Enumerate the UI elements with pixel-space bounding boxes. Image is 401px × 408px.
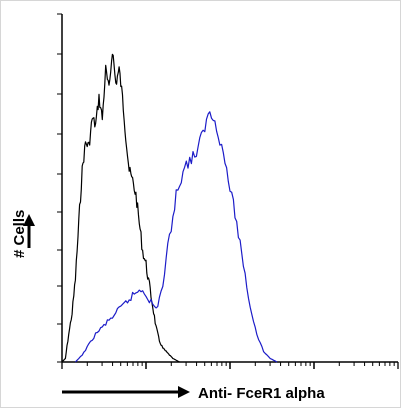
x-axis-arrow-head bbox=[178, 386, 190, 398]
y-axis-arrow-head bbox=[23, 214, 35, 226]
stained-histogram-line bbox=[74, 111, 278, 363]
series-group bbox=[61, 53, 278, 363]
y-axis-label: # Cells bbox=[11, 209, 28, 258]
control-histogram-line bbox=[61, 53, 180, 363]
axis-arrows bbox=[23, 214, 190, 398]
x-axis-label: Anti- FceR1 alpha bbox=[198, 385, 325, 402]
axes bbox=[57, 13, 399, 369]
